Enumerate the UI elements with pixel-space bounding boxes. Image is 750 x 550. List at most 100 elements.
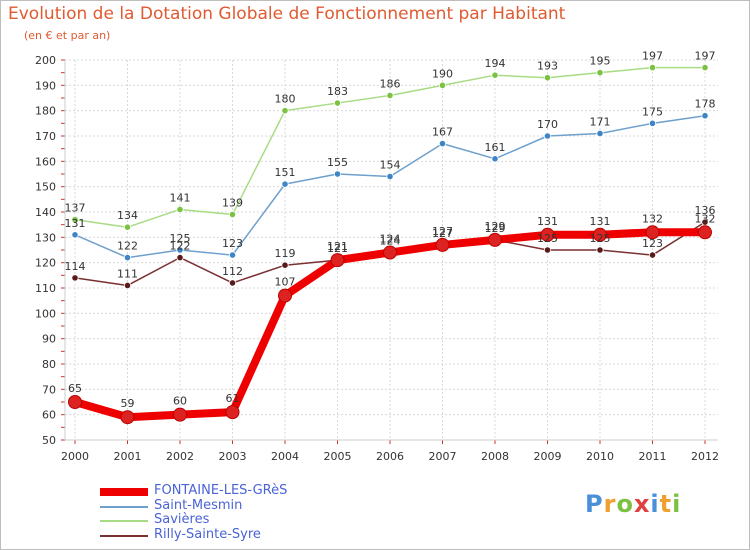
data-point-2 [701, 64, 709, 72]
data-label-1: 175 [642, 105, 663, 118]
logo-letter: P [585, 490, 604, 518]
data-point-2 [648, 64, 657, 72]
data-label-3: 121 [327, 242, 348, 255]
data-label-0: 127 [432, 225, 453, 238]
y-tick-label: 80 [42, 358, 56, 371]
data-point-1 [281, 180, 289, 188]
data-point-1 [176, 246, 184, 254]
data-point-2 [228, 210, 237, 219]
y-tick-label: 90 [42, 333, 56, 346]
x-tick-label: 2009 [534, 450, 562, 463]
y-tick-label: 170 [35, 130, 56, 143]
data-label-2: 197 [642, 50, 663, 63]
data-label-3: 119 [275, 247, 296, 260]
data-label-0: 124 [380, 233, 401, 246]
data-point-1 [491, 155, 499, 163]
data-label-3: 124 [380, 235, 401, 248]
data-label-3: 125 [537, 232, 558, 245]
y-tick-label: 50 [42, 434, 56, 447]
legend-label-fontaine: FONTAINE-LES-GRèS [154, 483, 288, 498]
legend-label-saint-mesmin: Saint-Mesmin [154, 497, 243, 513]
data-label-0: 59 [121, 397, 135, 410]
data-point-2 [491, 71, 499, 79]
data-point-2 [386, 91, 394, 100]
legend-swatch-rilly [100, 534, 148, 537]
data-label-0: 65 [68, 382, 82, 395]
x-tick-label: 2011 [639, 450, 667, 463]
data-label-0: 121 [327, 240, 348, 253]
y-tick-label: 110 [35, 282, 56, 295]
data-label-2: 137 [65, 202, 86, 215]
proxiti-logo: Proxiti [585, 490, 681, 518]
x-tick-label: 2000 [61, 450, 89, 463]
logo-letter: i [650, 490, 660, 518]
data-label-1: 170 [537, 118, 558, 131]
data-point-3 [123, 281, 132, 290]
data-point-0 [645, 225, 660, 240]
legend-label-rilly: Rilly-Sainte-Syre [154, 526, 261, 542]
data-label-2: 139 [222, 197, 243, 210]
data-label-1: 161 [485, 141, 506, 154]
y-tick-label: 150 [35, 181, 56, 194]
data-point-0 [225, 405, 240, 420]
logo-letter: t [659, 490, 673, 518]
data-point-1 [386, 172, 394, 181]
data-label-2: 195 [590, 55, 611, 68]
y-tick-label: 160 [35, 155, 56, 168]
legend-swatch-saint-mesmin [100, 505, 148, 508]
data-point-1 [333, 170, 342, 178]
data-label-2: 183 [327, 85, 348, 98]
data-label-3: 112 [222, 265, 243, 278]
data-point-3 [648, 251, 657, 259]
data-point-0 [593, 227, 607, 242]
data-point-0 [330, 253, 345, 268]
data-point-2 [71, 216, 79, 224]
legend-swatch-fontaine [100, 488, 148, 496]
y-tick-label: 190 [35, 79, 56, 92]
logo-letter: x [633, 490, 651, 518]
data-point-0 [120, 410, 135, 425]
data-label-1: 151 [275, 166, 296, 179]
data-label-0: 131 [537, 215, 558, 228]
data-point-0 [383, 245, 397, 260]
data-point-1 [71, 231, 79, 239]
data-label-2: 194 [485, 57, 506, 70]
data-label-0: 132 [642, 212, 663, 225]
data-point-1 [438, 140, 447, 148]
data-label-1: 171 [590, 115, 611, 128]
data-point-3 [176, 254, 184, 262]
logo-letter: i [672, 490, 682, 518]
x-tick-label: 2007 [429, 450, 457, 463]
data-label-2: 134 [117, 209, 138, 222]
data-label-1: 125 [170, 232, 191, 245]
data-point-3 [228, 279, 237, 287]
logo-letter: o [616, 490, 634, 518]
data-label-0: 107 [275, 276, 296, 289]
data-point-2 [543, 74, 552, 82]
y-tick-label: 180 [35, 105, 56, 118]
data-point-2 [123, 223, 132, 231]
data-label-2: 186 [380, 77, 401, 90]
y-tick-label: 100 [35, 307, 56, 320]
data-label-3: 111 [117, 267, 138, 280]
legend-swatch-savieres [100, 520, 148, 522]
x-tick-label: 2006 [376, 450, 404, 463]
data-point-1 [648, 119, 657, 127]
x-tick-label: 2005 [324, 450, 352, 463]
data-point-0 [698, 225, 712, 240]
y-tick-label: 60 [42, 409, 56, 422]
data-label-1: 131 [65, 217, 86, 230]
data-label-0: 131 [590, 215, 611, 228]
data-point-0 [540, 227, 555, 242]
data-label-3: 122 [170, 240, 191, 253]
x-tick-label: 2008 [481, 450, 509, 463]
data-label-1: 155 [327, 156, 348, 169]
data-point-0 [278, 288, 292, 303]
data-label-1: 154 [380, 159, 401, 172]
data-label-1: 123 [222, 237, 243, 250]
data-point-2 [176, 205, 184, 214]
y-tick-label: 200 [35, 54, 56, 67]
data-point-1 [701, 112, 709, 120]
y-tick-label: 120 [35, 257, 56, 270]
